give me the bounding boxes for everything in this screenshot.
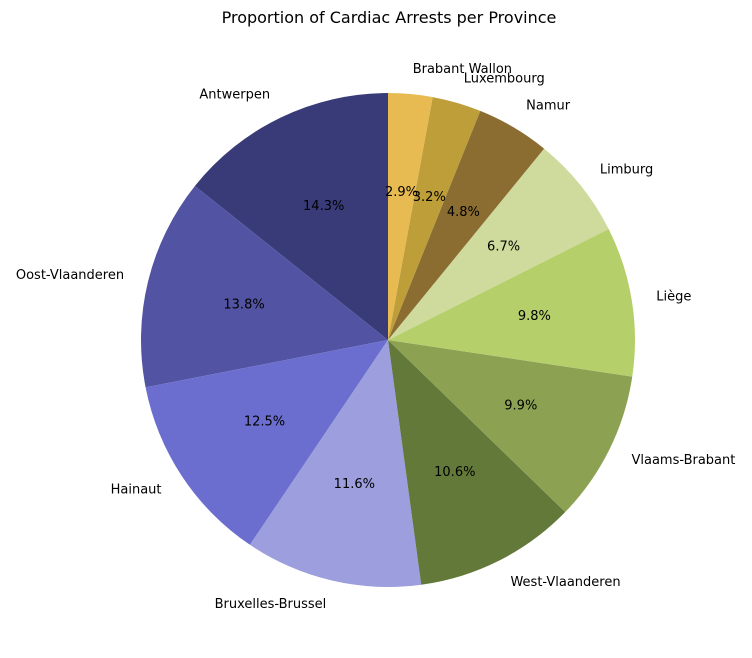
pie-slice-west-vlaanderen — [388, 340, 566, 585]
slice-label: Namur — [526, 99, 571, 114]
pie-slice-vlaams-brabant — [388, 340, 633, 513]
slice-label: Liège — [656, 290, 691, 305]
pie-slice-oost-vlaanderen — [141, 185, 388, 388]
pie-slice-luxembourg — [388, 97, 481, 340]
slice-label: Antwerpen — [199, 88, 270, 103]
percent-label: 6.7% — [487, 240, 520, 255]
chart-title: Proportion of Cardiac Arrests per Provin… — [222, 8, 557, 27]
percent-label: 9.8% — [518, 309, 551, 324]
slice-label: Bruxelles-Brussel — [215, 597, 327, 612]
slice-label: Oost-Vlaanderen — [16, 268, 124, 283]
pie-slice-namur — [388, 110, 545, 340]
percent-label: 13.8% — [223, 297, 264, 312]
percent-label: 9.9% — [504, 398, 537, 413]
pie-slice-limburg — [388, 148, 609, 340]
percent-label: 2.9% — [385, 185, 418, 200]
percent-label: 14.3% — [303, 199, 344, 214]
slice-label: Limburg — [600, 162, 653, 177]
slice-labels: Antwerpen Oost-Vlaanderen Hainaut Bruxelles… — [16, 62, 735, 612]
percent-label: 12.5% — [244, 414, 285, 429]
percent-label: 4.8% — [447, 205, 480, 220]
pie-slice-hainaut — [145, 340, 388, 545]
percent-label: 11.6% — [334, 477, 375, 492]
slice-label: Vlaams-Brabant — [631, 453, 735, 468]
percent-labels: 14.3% 13.8% 12.5% 11.6% 10.6% 9.9% 9.8% 6.7% 4.8… — [223, 185, 550, 492]
slice-label: Brabant Wallon — [413, 62, 512, 77]
pie-slice-bruxelles-brussel — [249, 340, 422, 587]
percent-label: 10.6% — [434, 465, 475, 480]
slice-label: Luxembourg — [464, 72, 545, 87]
slice-label: West-Vlaanderen — [510, 575, 620, 590]
pie-slice-li-ge — [388, 229, 635, 377]
pie-slice-antwerpen — [194, 93, 388, 340]
pie-slices — [141, 93, 635, 587]
percent-label: 3.2% — [413, 190, 446, 205]
slice-label: Hainaut — [111, 483, 162, 498]
pie-slice-brabant-wallon — [388, 93, 433, 340]
